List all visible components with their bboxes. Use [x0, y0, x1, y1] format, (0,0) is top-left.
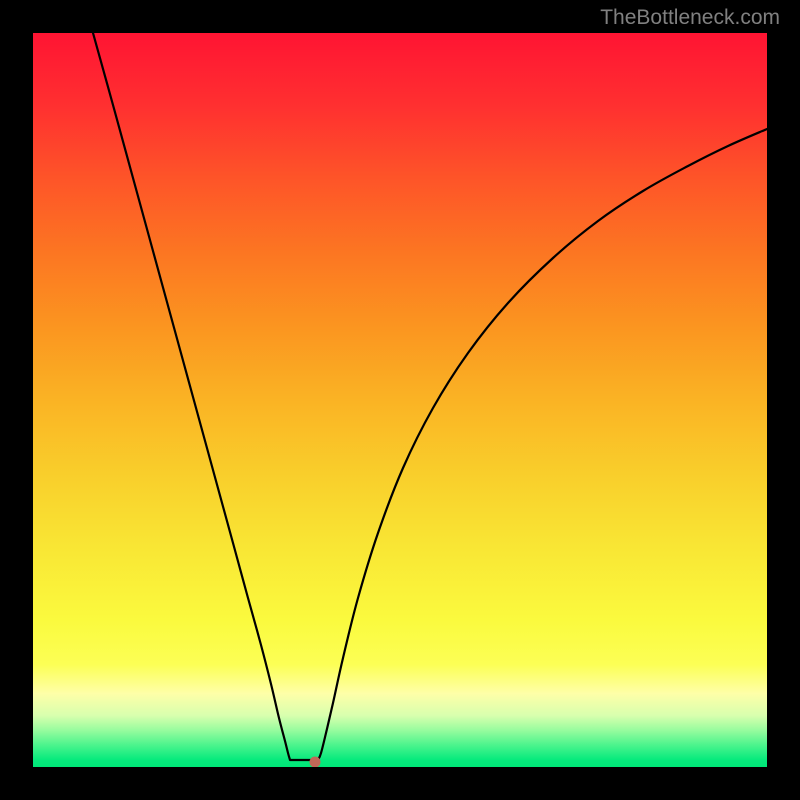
curve-line — [93, 33, 767, 760]
bottleneck-curve — [33, 33, 767, 767]
watermark-text: TheBottleneck.com — [600, 6, 780, 30]
chart-plot-area — [33, 33, 767, 767]
curve-minimum-marker — [310, 757, 321, 768]
